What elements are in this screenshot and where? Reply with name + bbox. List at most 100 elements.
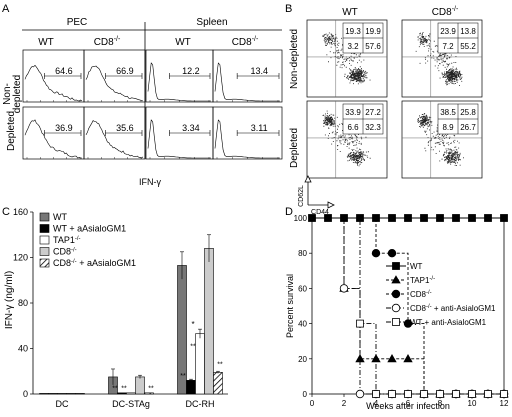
row-label-nondepleted-2: depleted	[12, 75, 23, 113]
point-marker	[404, 390, 412, 398]
quadrant-value: 13.8	[460, 27, 476, 36]
histogram-curve	[85, 120, 144, 159]
point-marker	[500, 214, 508, 222]
gate-percent: 12.2	[182, 66, 200, 76]
point-marker	[403, 353, 413, 363]
panel-c-letter: C	[2, 206, 10, 218]
panel-b: B WT CD8-/- Non-depleted Depleted 19.3 19…	[285, 3, 483, 216]
y-tick-label: 100	[294, 214, 308, 223]
x-tick-label: 8	[438, 399, 443, 408]
x-tick-label: 0	[310, 399, 315, 408]
point-marker	[484, 214, 492, 222]
quadrant-value: 38.5	[440, 108, 456, 117]
point-marker	[420, 214, 428, 222]
gate-percent: 35.6	[116, 123, 134, 133]
y-tick-label: 0	[303, 390, 308, 399]
y-tick-label: 160	[13, 207, 28, 217]
survival-line	[312, 217, 504, 395]
point-marker	[308, 214, 316, 222]
panel-d: D 0 20 40 60 80 100 0 2 4 6 8 10 12 Weeks after infec…	[285, 206, 509, 411]
cd44-label: CD44	[311, 209, 329, 216]
bar	[213, 372, 223, 395]
significance-mark: **	[148, 386, 154, 393]
point-marker	[340, 214, 348, 222]
bar	[57, 393, 67, 395]
legend-swatch	[39, 247, 50, 256]
pec-header: PEC	[67, 17, 88, 28]
legend-label: CD8-/-	[53, 247, 77, 257]
x-tick-label: 6	[406, 399, 411, 408]
bar	[66, 393, 76, 395]
histogram-curve	[85, 65, 144, 102]
point-marker	[468, 214, 476, 222]
x-tick-label: 2	[342, 399, 347, 408]
point-marker	[500, 390, 508, 398]
quadrant-value: 27.2	[365, 108, 381, 117]
x-tick-label: 12	[500, 399, 509, 408]
legend-label: CD8-/- + aAsialoGM1	[53, 258, 136, 268]
point-marker	[468, 390, 476, 398]
histogram-curve	[24, 64, 83, 102]
bar	[39, 393, 49, 395]
legend-label: CD8-/-	[410, 290, 432, 299]
x-category-label: DC-STAg	[112, 399, 150, 409]
col-wt-1: WT	[38, 37, 54, 48]
bar	[126, 392, 136, 395]
survival-chart: 0 20 40 60 80 100 0 2 4 6 8 10 12 Weeks after infecti…	[285, 214, 509, 411]
gate-percent: 3.11	[251, 123, 268, 133]
bar	[186, 380, 196, 395]
x-tick-label: 10	[468, 399, 477, 408]
panel-d-letter: D	[285, 206, 293, 218]
bar	[48, 393, 58, 395]
bar	[204, 248, 214, 395]
point-marker	[392, 318, 400, 326]
gate-percent: 3.34	[182, 123, 200, 133]
y-tick-label: 60	[298, 284, 307, 293]
point-marker	[484, 390, 492, 398]
histogram-curve	[214, 119, 280, 159]
gate-percent: 64.6	[55, 66, 73, 76]
a-xlabel: IFN-γ	[139, 177, 161, 187]
dot-cloud	[322, 32, 371, 85]
point-marker	[387, 353, 397, 363]
quadrant-value: 8.9	[442, 123, 454, 132]
significance-mark: **	[217, 362, 223, 369]
point-marker	[356, 214, 364, 222]
quadrant-value: 19.9	[365, 27, 381, 36]
cd44-arrowhead	[327, 201, 335, 209]
point-marker	[404, 214, 412, 222]
point-marker	[387, 248, 397, 258]
cd62l-label: CD62L	[298, 185, 305, 207]
point-marker	[436, 214, 444, 222]
y-tick-label: 20	[298, 355, 307, 364]
significance-mark: **	[190, 344, 196, 351]
b-col-cd8: CD8-/-	[432, 6, 459, 18]
significance-mark: **	[180, 373, 186, 380]
panel-c: C IFN-γ (ng/ml) 0 40 80 120 160 DC DC-STAg DC-R…	[2, 206, 228, 409]
gate-percent: 13.4	[250, 66, 268, 76]
row-label-nondepleted-1: Non-	[2, 83, 13, 105]
row-label-depleted: Depleted	[6, 111, 17, 151]
histogram-curve	[24, 119, 82, 159]
legend-swatch	[39, 212, 50, 222]
y-tick-label: 80	[298, 249, 307, 258]
legend-label: WT + aAsialoGM1	[53, 224, 126, 234]
survival-line	[312, 217, 504, 395]
point-marker	[324, 214, 332, 222]
point-marker	[371, 248, 381, 258]
significance-mark: **	[112, 386, 118, 393]
bar	[135, 376, 145, 395]
legend-label: WT	[410, 262, 423, 271]
quadrant-value: 57.6	[365, 42, 381, 51]
point-marker	[391, 289, 401, 299]
col-wt-2: WT	[175, 37, 191, 48]
bar	[144, 392, 154, 395]
x-axis-label: Weeks after infection	[366, 401, 450, 411]
panel-a: A PEC Spleen WT CD8-/- WT CD8-/- Non- de…	[2, 3, 283, 187]
quadrant-value: 33.9	[345, 108, 361, 117]
bar	[75, 393, 85, 395]
bar	[195, 333, 205, 395]
x-category-label: DC-RH	[186, 399, 215, 409]
